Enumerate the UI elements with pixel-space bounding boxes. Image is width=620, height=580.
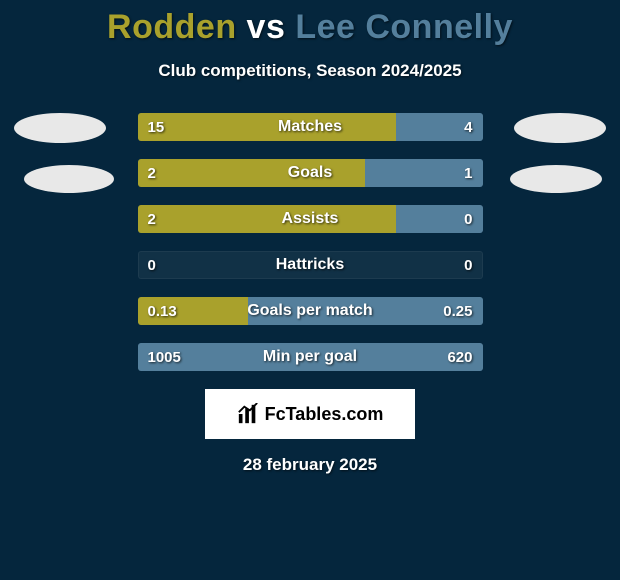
bar-right-fill <box>396 113 482 141</box>
bar-left-fill <box>138 297 248 325</box>
bar-chart-icon <box>237 403 259 425</box>
title-left: Rodden <box>107 8 237 46</box>
comparison-chart: 154Matches 21Goals 20Assists 0 0Hattricks 0.1… <box>0 113 620 371</box>
bar-right-fill <box>365 159 482 187</box>
bar-label: Hattricks <box>138 251 483 279</box>
bar-row: 0 0Hattricks <box>138 251 483 279</box>
bar-row: 20Assists <box>138 205 483 233</box>
title-right: Lee Connelly <box>295 8 513 46</box>
title-vs: vs <box>247 8 286 46</box>
avatar-right-2 <box>510 165 602 193</box>
bar-left-fill <box>138 113 397 141</box>
bar-row: 21Goals <box>138 159 483 187</box>
bar-list: 154Matches 21Goals 20Assists 0 0Hattricks 0.1… <box>138 113 483 371</box>
bar-left-fill <box>138 205 397 233</box>
bar-row: 1005620Min per goal <box>138 343 483 371</box>
bar-row: 154Matches <box>138 113 483 141</box>
logo-text: FcTables.com <box>265 404 384 425</box>
logo: FcTables.com <box>205 389 415 439</box>
date: 28 february 2025 <box>0 455 620 475</box>
avatar-left-2 <box>24 165 114 193</box>
page-title: Rodden vs Lee Connelly <box>0 0 620 47</box>
bar-right-fill <box>138 343 483 371</box>
bar-left-fill <box>138 159 366 187</box>
bar-row: 0.130.25Goals per match <box>138 297 483 325</box>
avatar-left-1 <box>14 113 106 143</box>
bar-left-value: 0 <box>148 251 156 279</box>
bar-right-fill <box>396 205 482 233</box>
avatar-right-1 <box>514 113 606 143</box>
bar-right-value: 0 <box>464 251 472 279</box>
bar-right-fill <box>248 297 483 325</box>
subtitle: Club competitions, Season 2024/2025 <box>0 61 620 81</box>
